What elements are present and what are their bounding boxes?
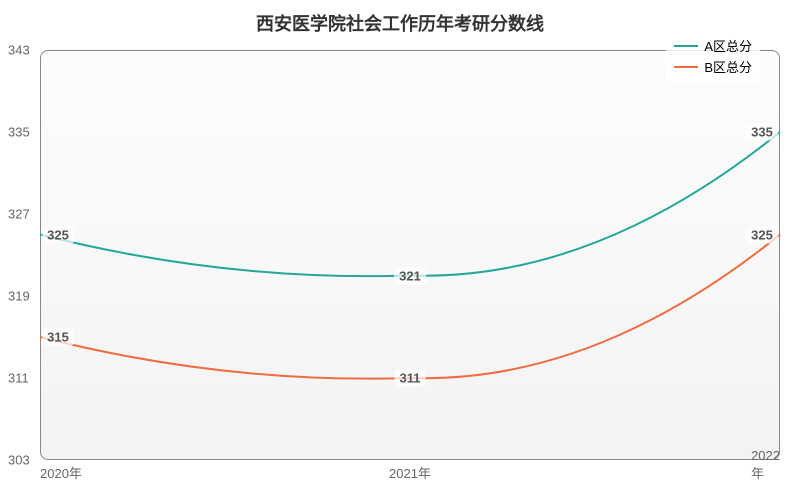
data-point-label: 325 <box>42 226 74 243</box>
data-point-label: 335 <box>746 124 778 141</box>
y-axis-label: 343 <box>8 43 30 58</box>
chart-container: 西安医学院社会工作历年考研分数线 A区总分 B区总分 3033113193273… <box>0 0 800 500</box>
x-axis-label: 2020年 <box>40 463 82 482</box>
y-axis-label: 303 <box>8 453 30 468</box>
data-point-label: 315 <box>42 329 74 346</box>
data-point-label: 311 <box>395 370 426 387</box>
y-axis-label: 335 <box>8 125 30 140</box>
y-axis-label: 319 <box>8 289 30 304</box>
y-axis-label: 311 <box>8 371 29 386</box>
data-point-label: 325 <box>746 226 778 243</box>
x-axis-label: 2021年 <box>389 463 431 482</box>
x-axis-label: 2022年 <box>751 448 780 482</box>
chart-svg <box>40 50 780 460</box>
legend-swatch-a <box>674 45 698 47</box>
data-point-label: 321 <box>394 267 426 284</box>
series-line <box>40 235 780 379</box>
y-axis-label: 327 <box>8 207 30 222</box>
series-line <box>40 132 780 276</box>
